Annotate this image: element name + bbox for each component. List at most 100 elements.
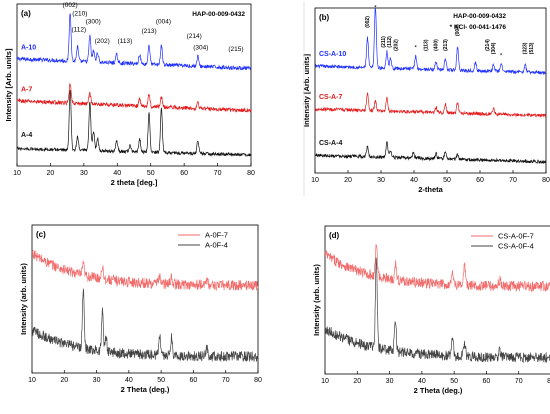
x-tick-label: 40 <box>125 377 133 384</box>
peak-annotation: (304) <box>491 42 497 54</box>
series-label: A-7 <box>21 86 32 93</box>
x-axis-label: 2 theta [deg.] <box>111 178 158 187</box>
x-tick-label: 20 <box>353 378 361 385</box>
plot-frame <box>314 7 547 174</box>
peak-annotation: (202) <box>95 38 110 45</box>
plot-frame <box>324 225 550 375</box>
x-tick-label: 60 <box>483 378 491 385</box>
legend-entry: A-0F-7 <box>205 231 228 240</box>
x-axis-label: 2 Theta (deg.) <box>121 385 170 394</box>
chart-panel-2: 10 20 30 40 50 60 70 80 2 Theta (deg.) Intensity … <box>19 224 262 394</box>
y-axis-label: Intensity (arb. units) <box>19 263 28 335</box>
x-tick-label: 50 <box>450 378 458 385</box>
peak-annotation: (513) <box>529 42 535 54</box>
series-line-a-10 <box>16 13 252 71</box>
legend-entry: CS-A-0F-4 <box>498 242 534 251</box>
x-axis-label: 2-theta <box>418 185 443 194</box>
x-tick-label: 70 <box>214 170 222 177</box>
x-tick-label: 10 <box>13 170 21 177</box>
peak-annotation: (300) <box>86 18 101 25</box>
chart-panel-3: 10 20 30 40 50 60 70 80 2 Theta (deg.) Intensity … <box>312 225 550 395</box>
legend-entry: CS-A-0F-7 <box>498 232 534 241</box>
x-tick-label: 30 <box>386 378 394 385</box>
peak-annotation: (214) <box>485 39 491 51</box>
peak-annotation: * <box>414 44 417 51</box>
chart-panel-1: 10 20 30 40 50 60 70 80 2-theta Intensity [Arb. u… <box>302 5 550 194</box>
x-tick-label: 10 <box>28 377 36 384</box>
x-axis-label: 2 Theta (deg.) <box>414 386 463 395</box>
x-tick-label: 50 <box>443 177 451 184</box>
series-label: A-10 <box>21 44 36 51</box>
x-tick-label: 80 <box>247 170 255 177</box>
reference-pattern-kcl: * KCl- 00-041-1476 <box>450 24 507 31</box>
x-tick-label: 10 <box>321 378 329 385</box>
x-tick-label: 50 <box>147 170 155 177</box>
peak-annotation: * <box>500 53 503 60</box>
legend-entry: A-0F-4 <box>205 241 228 250</box>
x-tick-label: 20 <box>47 170 55 177</box>
x-tick-label: 70 <box>515 378 523 385</box>
x-tick-label: 30 <box>93 377 101 384</box>
panel-label: (b) <box>319 13 330 22</box>
series-line-a-0f-7 <box>31 249 259 292</box>
series-line-cs-a-10 <box>314 8 547 76</box>
peak-annotation: (400) <box>433 39 439 51</box>
peak-annotation: (210) <box>72 10 87 17</box>
x-tick-label: 60 <box>180 170 188 177</box>
peak-annotation: (304) <box>193 44 208 51</box>
peak-annotation: (002) <box>63 2 78 9</box>
x-tick-label: 20 <box>344 177 352 184</box>
x-tick-label: 70 <box>509 177 517 184</box>
y-axis-label: Intensity [Arb. units] <box>302 54 311 127</box>
x-tick-label: 10 <box>311 177 319 184</box>
x-tick-label: 40 <box>113 170 121 177</box>
x-tick-label: 20 <box>60 377 68 384</box>
series-line-a-7 <box>16 83 252 114</box>
peak-annotation: (004) <box>455 24 461 36</box>
peak-annotation: (211) <box>381 36 387 48</box>
peak-annotation: (004) <box>156 18 171 25</box>
x-tick-label: 80 <box>254 377 262 384</box>
reference-pattern: HAP-00-009-0432 <box>192 11 245 18</box>
x-tick-label: 60 <box>190 377 198 384</box>
y-axis-label: Intensity (arb. units) <box>312 264 321 336</box>
y-axis-label: Intensity [Arb. units] <box>4 48 13 121</box>
peak-annotation: (002) <box>365 16 371 28</box>
x-tick-label: 60 <box>476 177 484 184</box>
series-label: CS-A-4 <box>319 140 342 147</box>
series-label: CS-A-10 <box>319 51 346 58</box>
x-tick-label: 40 <box>410 177 418 184</box>
peak-annotation: * <box>374 5 377 12</box>
series-line-a-4 <box>16 89 252 158</box>
peak-annotation: (112) <box>71 27 86 34</box>
peak-annotation: (215) <box>228 46 243 53</box>
panel-label: (d) <box>329 231 340 240</box>
chart-panel-0: 10 20 30 40 50 60 70 80 2 theta [deg.] Intensity … <box>4 2 255 187</box>
series-line-cs-a-0f-7 <box>324 244 550 292</box>
x-tick-label: 40 <box>418 378 426 385</box>
peak-annotation: (112) <box>387 36 393 48</box>
panel-label: (c) <box>36 230 46 239</box>
peak-annotation: (213) <box>443 39 449 51</box>
panel-label: (a) <box>21 9 31 18</box>
x-tick-label: 30 <box>80 170 88 177</box>
peak-annotation: (213) <box>141 28 156 35</box>
peak-annotation: (202) <box>394 39 400 51</box>
series-label: CS-A-7 <box>319 94 342 101</box>
plot-frame <box>16 3 252 167</box>
x-tick-label: 80 <box>542 177 550 184</box>
series-label: A-4 <box>21 132 32 139</box>
series-line-cs-a-4 <box>314 141 547 165</box>
x-tick-label: 80 <box>547 378 550 385</box>
series-line-a-0f-4 <box>31 288 259 363</box>
peak-annotation: (323) <box>523 42 529 54</box>
peak-annotation: (113) <box>118 38 133 45</box>
series-line-cs-a-0f-4 <box>324 257 550 364</box>
x-tick-label: 30 <box>377 177 385 184</box>
x-tick-label: 70 <box>222 377 230 384</box>
series-line-cs-a-7 <box>314 92 547 119</box>
reference-pattern: HAP-00-009-0432 <box>453 13 506 20</box>
peak-annotation: (214) <box>187 33 202 40</box>
peak-annotation: (113) <box>423 39 429 51</box>
